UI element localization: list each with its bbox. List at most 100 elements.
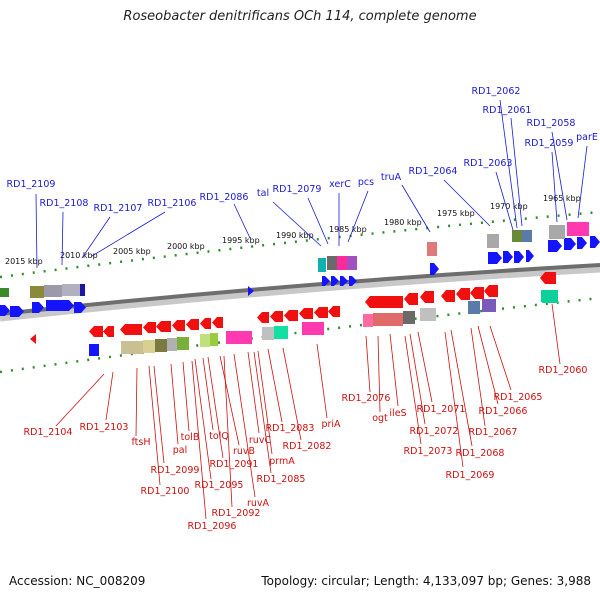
leader-line xyxy=(257,350,273,455)
gene-label: RD1_2068 xyxy=(456,448,505,459)
gene-arrow xyxy=(340,276,348,286)
gene-box xyxy=(262,327,274,340)
gene-label: RD1_2069 xyxy=(446,470,495,481)
leader-line xyxy=(253,351,272,474)
gene-box xyxy=(363,314,373,327)
gene-box xyxy=(302,322,324,335)
gene-arrow xyxy=(299,308,313,319)
leader-line xyxy=(223,355,233,508)
leader-line xyxy=(207,356,224,459)
scale-dots-top xyxy=(0,210,600,279)
page-title: Roseobacter denitrificans OCh 114, compl… xyxy=(123,9,477,24)
gene-label: RD1_2096 xyxy=(188,521,237,532)
gene-label: RD1_2085 xyxy=(257,474,306,485)
gene-label: tolQ xyxy=(209,431,229,442)
leader-line xyxy=(55,373,105,427)
leader-line xyxy=(182,361,190,432)
gene-labels: RD1_2109 RD1_2108 RD1_2107 RD1_2106RD1_2086… xyxy=(7,86,598,532)
gene-arrow xyxy=(89,326,103,337)
leader-line xyxy=(551,303,561,365)
gene-box xyxy=(468,301,480,314)
backbone-shadow xyxy=(0,263,600,322)
gene-box xyxy=(522,230,532,242)
gene-box xyxy=(210,333,218,346)
gene-label: RD1_2091 xyxy=(210,459,259,470)
gene-arrow xyxy=(32,302,44,313)
gene-label: RD1_2060 xyxy=(539,365,588,376)
gene-box xyxy=(155,339,167,352)
gene-arrow xyxy=(248,286,254,296)
gene-label: RD1_2063 xyxy=(464,158,513,169)
gene-label: RD1_2073 xyxy=(404,446,453,457)
gene-arrow xyxy=(328,306,340,317)
gene-box xyxy=(80,284,85,296)
gene-arrow xyxy=(257,312,269,323)
leader-line xyxy=(551,131,568,221)
leader-line xyxy=(444,331,464,468)
gene-box xyxy=(226,331,252,344)
gene-box xyxy=(327,256,337,270)
gene-arrow xyxy=(200,318,211,329)
gene-box xyxy=(30,286,44,298)
leader-line xyxy=(233,203,251,239)
gene-label: pal xyxy=(173,445,188,456)
leader-line xyxy=(148,365,161,486)
gene-label: RD1_2079 xyxy=(273,184,322,195)
leader-line xyxy=(477,325,499,405)
gene-box xyxy=(549,225,565,239)
gene-label: RD1_2095 xyxy=(195,480,244,491)
tick-label: 1965 kbp xyxy=(543,194,581,203)
gene-label: truA xyxy=(381,172,402,183)
tick-label: 1970 kbp xyxy=(490,202,528,211)
gene-arrow xyxy=(172,320,185,331)
leader-line xyxy=(194,358,212,480)
gene-arrow xyxy=(103,326,114,337)
leader-line xyxy=(61,211,64,266)
gene-label: RD1_2082 xyxy=(283,441,332,452)
gene-box xyxy=(482,299,496,312)
gene-arrow xyxy=(470,287,484,299)
leader-line xyxy=(202,357,214,431)
tick-label: 2010 kbp xyxy=(60,251,98,260)
gene-label: RD1_2064 xyxy=(409,166,458,177)
gene-arrow xyxy=(120,324,142,335)
tick-label: 2015 kbp xyxy=(5,257,43,266)
leader-line xyxy=(267,348,283,423)
gene-label: RD1_2099 xyxy=(151,465,200,476)
leader-line xyxy=(389,333,399,407)
gene-label: RD1_2066 xyxy=(479,406,528,417)
gene-label: RD1_2065 xyxy=(494,392,543,403)
gene-label: RD1_2106 xyxy=(148,198,197,209)
gene-label: ruvA xyxy=(247,498,270,509)
leader-line xyxy=(233,353,256,498)
gene-box xyxy=(512,230,522,242)
leader-line xyxy=(105,371,114,421)
gene-label: RD1_2100 xyxy=(141,486,190,497)
gene-arrow xyxy=(322,276,330,286)
leader-line xyxy=(499,99,518,229)
gene-label: RD1_2076 xyxy=(342,393,391,404)
gene-box xyxy=(167,338,177,351)
gene-label: RD1_2109 xyxy=(7,179,56,190)
leader-line xyxy=(282,347,302,441)
leader-line xyxy=(401,184,431,233)
gene-label: RD1_2058 xyxy=(527,118,576,129)
gene-arrow xyxy=(186,319,199,330)
leader-line xyxy=(450,329,473,447)
gene-arrow xyxy=(74,302,86,313)
gene-label: ftsH xyxy=(132,437,151,448)
gene-label: RD1_2067 xyxy=(469,427,518,438)
leader-line xyxy=(81,216,111,259)
gene-box xyxy=(403,311,415,324)
gene-label: RD1_2108 xyxy=(40,198,89,209)
gene-arrow xyxy=(212,317,223,328)
gene-label: RD1_2083 xyxy=(266,423,315,434)
gene-label: RD1_2062 xyxy=(472,86,521,97)
gene-box xyxy=(143,340,155,353)
gene-arrow xyxy=(143,322,156,333)
gene-box xyxy=(274,326,288,339)
gene-arrow xyxy=(456,288,470,300)
gene-arrow xyxy=(0,305,10,316)
gene-box xyxy=(121,341,143,354)
leader-line xyxy=(307,197,329,245)
